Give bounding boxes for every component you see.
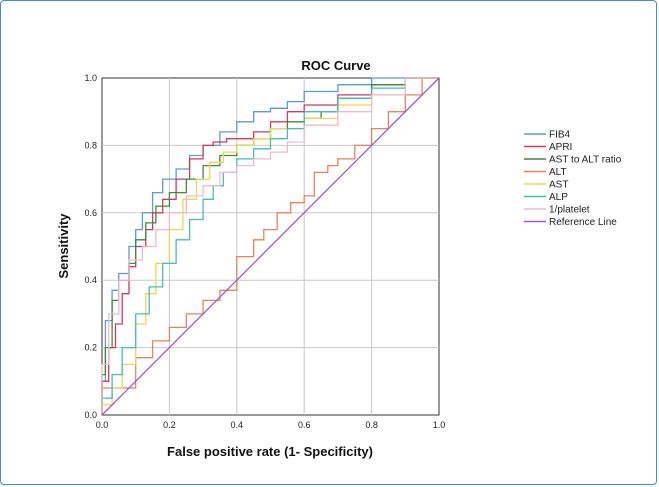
x-tick-label: 1.0 <box>433 420 446 430</box>
legend-label: AST to ALT ratio <box>549 155 622 166</box>
x-axis-label: False positive rate (1- Specificity) <box>167 444 373 459</box>
series-line-1-platelet <box>101 77 439 415</box>
chart-title: ROC Curve <box>301 58 370 73</box>
legend-label: FIB4 <box>549 130 571 141</box>
series-line-alt <box>101 77 439 415</box>
y-tick-label: 0.6 <box>84 208 97 218</box>
legend-label: Reference Line <box>549 217 617 228</box>
tick-labels: 0.0 0.2 0.4 0.6 0.8 1.0 0.0 0.2 0.4 0.6 0.8 1.0 <box>84 73 445 430</box>
y-tick-label: 1.0 <box>84 73 97 83</box>
series-line-reference-line <box>101 77 440 416</box>
grid-lines <box>102 78 439 415</box>
x-tick-label: 0.2 <box>163 420 176 430</box>
legend-label: 1/platelet <box>549 205 590 216</box>
y-tick-label: 0.4 <box>84 275 97 285</box>
legend-label: ALP <box>549 192 568 203</box>
x-tick-label: 0.8 <box>365 420 378 430</box>
legend-label: AST <box>549 180 568 191</box>
series-lines <box>101 77 440 416</box>
y-tick-label: 0.0 <box>84 410 97 420</box>
x-tick-label: 0.0 <box>96 420 109 430</box>
legend-label: APRI <box>549 142 572 153</box>
x-tick-label: 0.6 <box>298 420 311 430</box>
y-tick-label: 0.2 <box>84 343 97 353</box>
y-tick-label: 0.8 <box>84 140 97 150</box>
legend-label: ALT <box>549 167 567 178</box>
x-tick-label: 0.4 <box>231 420 244 430</box>
y-axis-label: Sensitivity <box>56 213 71 279</box>
series-line-apri <box>101 77 439 415</box>
